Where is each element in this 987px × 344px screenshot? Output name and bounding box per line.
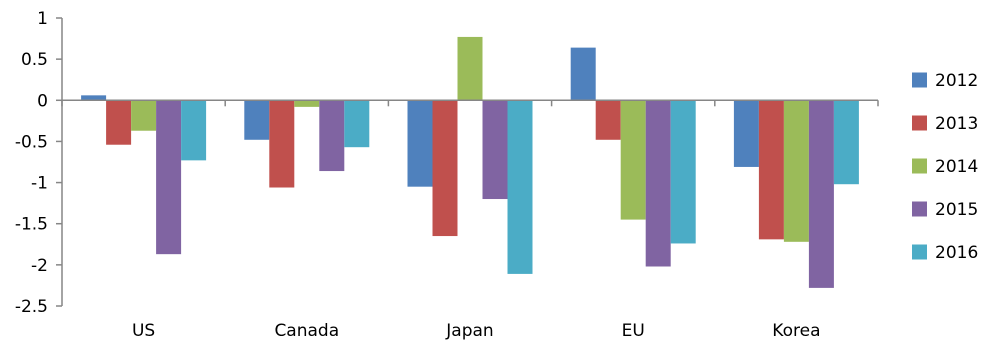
category-label: EU <box>622 321 645 341</box>
legend-label: 2013 <box>935 114 978 134</box>
y-tick-label: -1.5 <box>15 215 48 235</box>
legend-swatch <box>912 244 927 260</box>
legend-swatch <box>912 72 927 88</box>
legend-item: 2015 <box>912 200 978 220</box>
bar-korea-2014 <box>783 100 809 242</box>
category-label: Japan <box>445 321 493 341</box>
bar-eu-2015 <box>645 100 671 267</box>
legend-item: 2012 <box>912 71 978 91</box>
category-label: Korea <box>772 321 820 341</box>
bar-canada-2012 <box>244 100 270 140</box>
y-tick-label: -2 <box>31 256 48 276</box>
legend: 2012 2013 2014 2015 2016 <box>912 71 978 263</box>
bar-us-2013 <box>106 100 132 145</box>
category-label: US <box>132 321 155 341</box>
bar-eu-2012 <box>570 47 596 101</box>
bar-us-2014 <box>131 100 157 131</box>
bar-eu-2014 <box>620 100 646 220</box>
bar-canada-2015 <box>319 100 345 172</box>
x-axis: US Canada Japan EU Korea <box>61 99 879 341</box>
bar-canada-2016 <box>344 100 370 148</box>
bar-korea-2016 <box>833 100 859 185</box>
bar-us-2012 <box>81 95 107 101</box>
legend-item: 2014 <box>912 157 978 177</box>
bar-canada-2013 <box>269 100 295 188</box>
legend-label: 2014 <box>935 157 978 177</box>
bar-japan-2014 <box>457 36 483 101</box>
legend-swatch <box>912 201 927 217</box>
bar-japan-2013 <box>432 100 458 237</box>
bar-korea-2012 <box>733 100 759 167</box>
y-axis: 1 0.5 0 -0.5 -1 -1.5 -2 -2.5 <box>15 9 63 317</box>
legend-swatch <box>912 115 927 131</box>
y-tick-label: 1 <box>37 9 48 29</box>
y-tick-label: 0 <box>37 91 48 111</box>
y-tick-label: 0.5 <box>21 50 48 70</box>
y-tick-label: -2.5 <box>15 297 48 317</box>
legend-item: 2016 <box>912 243 978 263</box>
legend-item: 2013 <box>912 114 978 134</box>
category-label: Canada <box>274 321 339 341</box>
bar-canada-2014 <box>294 100 320 107</box>
bar-us-2016 <box>181 100 207 161</box>
legend-label: 2016 <box>935 243 978 263</box>
bar-japan-2015 <box>482 100 508 200</box>
bar-us-2015 <box>156 100 182 255</box>
bar-korea-2015 <box>808 100 834 288</box>
bar-japan-2012 <box>407 100 433 187</box>
bar-japan-2016 <box>507 100 533 274</box>
bar-korea-2013 <box>758 100 784 240</box>
legend-swatch <box>912 158 927 174</box>
bar-eu-2013 <box>595 100 621 140</box>
y-tick-label: -1 <box>31 174 48 194</box>
bar-eu-2016 <box>670 100 696 244</box>
legend-label: 2012 <box>935 71 978 91</box>
bars <box>81 36 859 288</box>
y-tick-label: -0.5 <box>15 132 48 152</box>
legend-label: 2015 <box>935 200 978 220</box>
